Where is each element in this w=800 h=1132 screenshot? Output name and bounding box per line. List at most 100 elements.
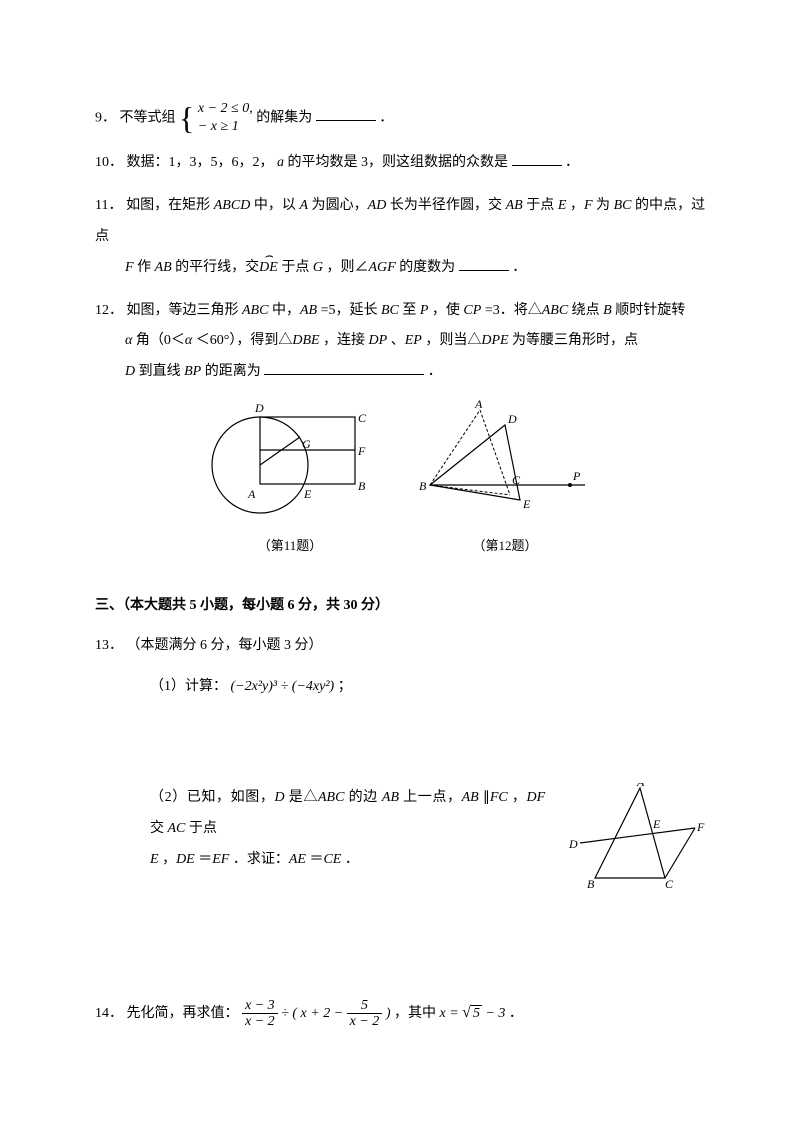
q14-sqrt5: 5 — [471, 1005, 482, 1021]
q12-line2: α 角（0＜α ＜60°），得到△DBE ，连接 DP 、EP ，则当△DPE … — [95, 326, 705, 357]
q12-number: 12． — [95, 303, 123, 318]
q12-t15: 到直线 — [139, 364, 185, 379]
q13-p2-eq: ＝ — [198, 852, 212, 867]
question-14: 14． 先化简，再求值： x − 3 x − 2 ÷ ( x + 2 − 5 x… — [95, 995, 705, 1030]
q14-mid: x + 2 − — [301, 1006, 347, 1021]
q13-p2-ac: AC — [168, 821, 186, 836]
q12-abc2: ABC — [542, 303, 568, 318]
q13-p2-t4: ， — [512, 790, 527, 805]
q12-alpha: α — [125, 333, 132, 348]
q12-t7: 绕点 — [572, 303, 604, 318]
q13-p2-ce: CE — [323, 852, 341, 867]
q9-system: x − 2 ≤ 0, − x ≥ 1 — [198, 100, 253, 136]
figure-13: A D B C E F — [565, 783, 705, 893]
q13-p2-t1: 是△ — [289, 790, 318, 805]
q9-number: 9． — [95, 110, 116, 125]
q9-suffix: 的解集为 — [256, 110, 312, 125]
q12-cp: CP — [463, 303, 481, 318]
svg-text:C: C — [358, 411, 367, 425]
q11-f2: F — [125, 260, 134, 275]
q14-frac1-num: x − 3 — [242, 998, 278, 1014]
q13-p2-ab2: AB — [462, 790, 479, 805]
q14-div: ÷ ( — [281, 1006, 297, 1021]
q12-t11: ，连接 — [323, 333, 369, 348]
q11-t1: 如图，在矩形 — [126, 198, 214, 213]
q12-b: B — [603, 303, 612, 318]
svg-text:F: F — [696, 820, 705, 834]
q13-p2-label: （2）已知，如图， — [150, 790, 275, 805]
q11-e: E — [558, 198, 567, 213]
q11-ad: AD — [368, 198, 387, 213]
q11-t4: 长为半径作圆，交 — [390, 198, 506, 213]
svg-text:C: C — [512, 473, 521, 487]
svg-text:G: G — [302, 437, 311, 451]
svg-text:D: D — [254, 401, 264, 415]
spacer — [95, 905, 705, 995]
q14-prefix: 先化简，再求值： — [127, 1006, 239, 1021]
q14-frac1-den: x − 2 — [242, 1014, 278, 1029]
figure-11-svg: D C F B A E G — [205, 400, 375, 530]
q11-period: ． — [512, 260, 526, 275]
q11-ab: AB — [506, 198, 523, 213]
q11-t13: 的度数为 — [399, 260, 455, 275]
q13-p2-df: DF — [526, 790, 545, 805]
q13-p2-d: D — [275, 790, 285, 805]
q13-p2-de: DE — [176, 852, 195, 867]
q11-t6: ， — [570, 198, 584, 213]
svg-text:E: E — [652, 817, 661, 831]
q13-part2: （2）已知，如图，D 是△ABC 的边 AB 上一点，AB ∥FC ，DF 交 … — [95, 783, 705, 893]
q14-close: ) — [386, 1006, 391, 1021]
q12-dpe: DPE — [481, 333, 508, 348]
svg-text:E: E — [303, 487, 312, 501]
q13-p2-ab: AB — [382, 790, 399, 805]
q14-minus3: − 3 — [485, 1006, 505, 1021]
q12-t13: ，则当△ — [425, 333, 481, 348]
q9-eq2: − x ≥ 1 — [198, 119, 239, 134]
q10-text2: 的平均数是 3，则这组数据的众数是 — [288, 155, 509, 170]
q11-t3: 为圆心， — [312, 198, 368, 213]
q11-arc-de: DE — [259, 253, 278, 284]
q14-frac1: x − 3 x − 2 — [242, 998, 278, 1030]
q12-ab: AB — [300, 303, 317, 318]
q14-frac2: 5 x − 2 — [347, 998, 383, 1030]
svg-text:F: F — [357, 444, 366, 458]
q11-abcd: ABCD — [214, 198, 251, 213]
q12-d: D — [125, 364, 135, 379]
q12-dp: DP — [369, 333, 388, 348]
q14-sqrt: √5 — [462, 1006, 482, 1021]
figure-12-svg: A D B C E P — [415, 400, 595, 530]
section-3-header: 三、（本大题共 5 小题，每小题 6 分，共 30 分） — [95, 591, 705, 622]
q13-p2-t2: 的边 — [349, 790, 382, 805]
question-12: 12． 如图，等边三角形 ABC 中，AB =5，延长 BC 至 P ，使 CP… — [95, 296, 705, 388]
question-11: 11． 如图，在矩形 ABCD 中，以 A 为圆心，AD 长为半径作圆，交 AB… — [95, 191, 705, 283]
q11-blank — [459, 257, 509, 271]
q13-p2-t6: 于点 — [189, 821, 217, 836]
q12-bp: BP — [184, 364, 201, 379]
svg-text:B: B — [358, 479, 366, 493]
q13-p1-expr: (−2x²y)³ ÷ (−4xy²) — [231, 679, 335, 694]
q12-t3: =5，延长 — [321, 303, 381, 318]
q12-period: ． — [428, 364, 442, 379]
q10-number: 10． — [95, 155, 123, 170]
q11-bc: BC — [614, 198, 632, 213]
svg-text:B: B — [587, 877, 595, 891]
q12-blank — [264, 361, 424, 375]
q12-t5: ，使 — [432, 303, 464, 318]
q13-number: 13． — [95, 638, 123, 653]
q12-t1: 如图，等边三角形 — [127, 303, 243, 318]
q9-blank — [316, 107, 376, 121]
q12-bc: BC — [381, 303, 399, 318]
q12-ep: EP — [405, 333, 422, 348]
q9-prefix: 不等式组 — [120, 110, 176, 125]
q12-t16: 的距离为 — [205, 364, 261, 379]
system-brace: { — [179, 102, 194, 134]
q12-p: P — [420, 303, 429, 318]
q10-text1: 数据：1，3，5，6，2， — [127, 155, 274, 170]
q14-xeq: x = — [439, 1006, 462, 1021]
q13-p1-label: （1）计算： — [150, 679, 227, 694]
q10-blank — [512, 152, 562, 166]
svg-text:C: C — [665, 877, 674, 891]
svg-text:E: E — [522, 497, 531, 511]
question-10: 10． 数据：1，3，5，6，2， a 的平均数是 3，则这组数据的众数是 ． — [95, 148, 705, 179]
figure-13-svg: A D B C E F — [565, 783, 705, 893]
